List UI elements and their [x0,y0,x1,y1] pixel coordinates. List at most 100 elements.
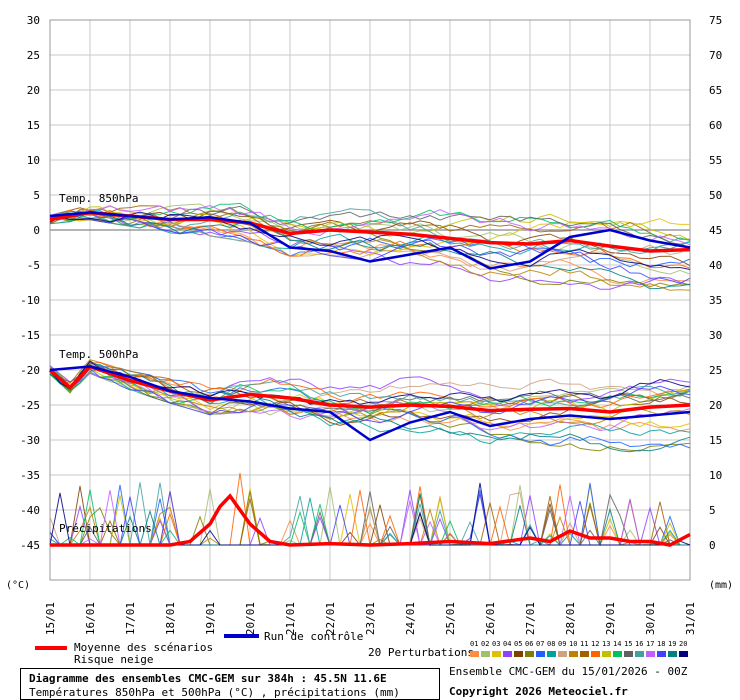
perturbation-line [49,209,691,255]
perturbation-line [49,360,691,402]
perturbation-swatch [569,651,578,657]
right-tick-label: 35 [709,294,722,307]
perturbation-swatch [613,651,622,657]
left-tick-label: -25 [20,399,40,412]
x-tick-label: 21/01 [284,602,297,635]
x-tick-label: 20/01 [244,602,257,635]
left-tick-label: 30 [27,14,40,27]
left-tick-label: -20 [20,364,40,377]
x-tick-label: 25/01 [444,602,457,635]
right-tick-label: 75 [709,14,722,27]
right-tick-label: 70 [709,49,722,62]
grid [49,19,691,581]
perturbation-number: 20 [679,640,688,648]
left-axis-unit: (°C) [6,580,31,591]
right-tick-label: 5 [709,504,716,517]
left-tick-label: 0 [33,224,40,237]
main-series-lines [48,210,691,547]
perturbation-number: 06 [525,640,534,648]
right-tick-label: 40 [709,259,722,272]
perturbation-number: 13 [602,640,611,648]
perturbation-swatch [679,651,688,657]
x-tick-label: 23/01 [364,602,377,635]
right-tick-label: 50 [709,189,722,202]
right-tick-label: 45 [709,224,722,237]
perturbation-number: 17 [646,640,655,648]
perturbation-swatch [580,651,589,657]
perturbation-swatch [547,651,556,657]
perturbation-swatch [558,651,567,657]
x-tick-label: 29/01 [604,602,617,635]
left-tick-label: -40 [20,504,40,517]
snow-legend-label: Risque neige [74,653,154,666]
right-tick-label: 30 [709,329,722,342]
perturbation-number: 19 [668,640,677,648]
perturbation-number: 05 [514,640,523,648]
mean-legend-label: Moyenne des scénarios [74,641,214,654]
control-line-t500 [49,365,691,442]
perturbation-line [49,208,691,255]
perturbation-line [49,368,691,424]
left-tick-label: -5 [27,259,40,272]
info-title: Diagramme des ensembles CMC-GEM sur 384h… [29,672,387,685]
right-tick-label: 0 [709,539,716,552]
perturbation-swatch [503,651,512,657]
info-box: Diagramme des ensembles CMC-GEM sur 384h… [20,668,440,700]
perturbation-swatch [525,651,534,657]
copyright: Copyright 2026 Meteociel.fr [449,685,628,698]
t850-label: Temp. 850hPa [59,192,139,205]
left-tick-label: -15 [20,329,40,342]
perturbation-line [49,204,691,246]
mean-legend-swatch [35,646,67,650]
x-tick-label: 16/01 [84,602,97,635]
right-tick-label: 20 [709,399,722,412]
x-tick-label: 27/01 [524,602,537,635]
x-tick-label: 17/01 [124,602,137,635]
perturbation-swatch [657,651,666,657]
right-tick-label: 10 [709,469,722,482]
run-label: Ensemble CMC-GEM du 15/01/2026 - 00Z [449,665,688,678]
x-tick-label: 30/01 [644,602,657,635]
perturbation-swatch [492,651,501,657]
perturbation-swatch [536,651,545,657]
left-tick-label: 5 [33,189,40,202]
mean-line-precip [50,493,691,547]
precip-label: Précipitations [59,522,152,535]
plot-frame [49,19,691,581]
x-tick-label: 28/01 [564,602,577,635]
x-tick-label: 22/01 [324,602,337,635]
perturbation-line [49,205,691,249]
perturbation-line [49,367,691,418]
left-tick-label: 15 [27,119,40,132]
left-tick-label: 25 [27,49,40,62]
perturbation-number: 07 [536,640,545,648]
perturbation-swatch [602,651,611,657]
x-tick-label: 18/01 [164,602,177,635]
control-line-t850 [49,211,691,270]
right-tick-label: 55 [709,154,722,167]
perturbation-swatch [470,651,479,657]
perturbation-swatch [668,651,677,657]
left-tick-label: -30 [20,434,40,447]
perturbation-swatch [481,651,490,657]
left-tick-label: -35 [20,469,40,482]
x-tick-label: 24/01 [404,602,417,635]
left-tick-label: 10 [27,154,40,167]
control-legend-swatch [224,634,259,638]
left-tick-label: 20 [27,84,40,97]
control-legend-label: Run de contrôle [264,630,364,643]
perturbations-label: 20 Perturbations [368,646,474,659]
perturbation-swatch [514,651,523,657]
perturbation-number: 02 [481,640,490,648]
right-tick-label: 15 [709,434,722,447]
x-tick-label: 19/01 [204,602,217,635]
perturbation-line [49,363,691,453]
x-tick-label: 26/01 [484,602,497,635]
perturbation-number: 10 [569,640,578,648]
left-tick-label: -10 [20,294,40,307]
perturbation-number: 01 [470,640,479,648]
perturbation-number: 11 [580,640,589,648]
perturbation-number: 14 [613,640,622,648]
x-axis-ticks: 15/01 16/01 17/01 18/01 19/01 20/01 21/01 22/01… [44,602,697,635]
